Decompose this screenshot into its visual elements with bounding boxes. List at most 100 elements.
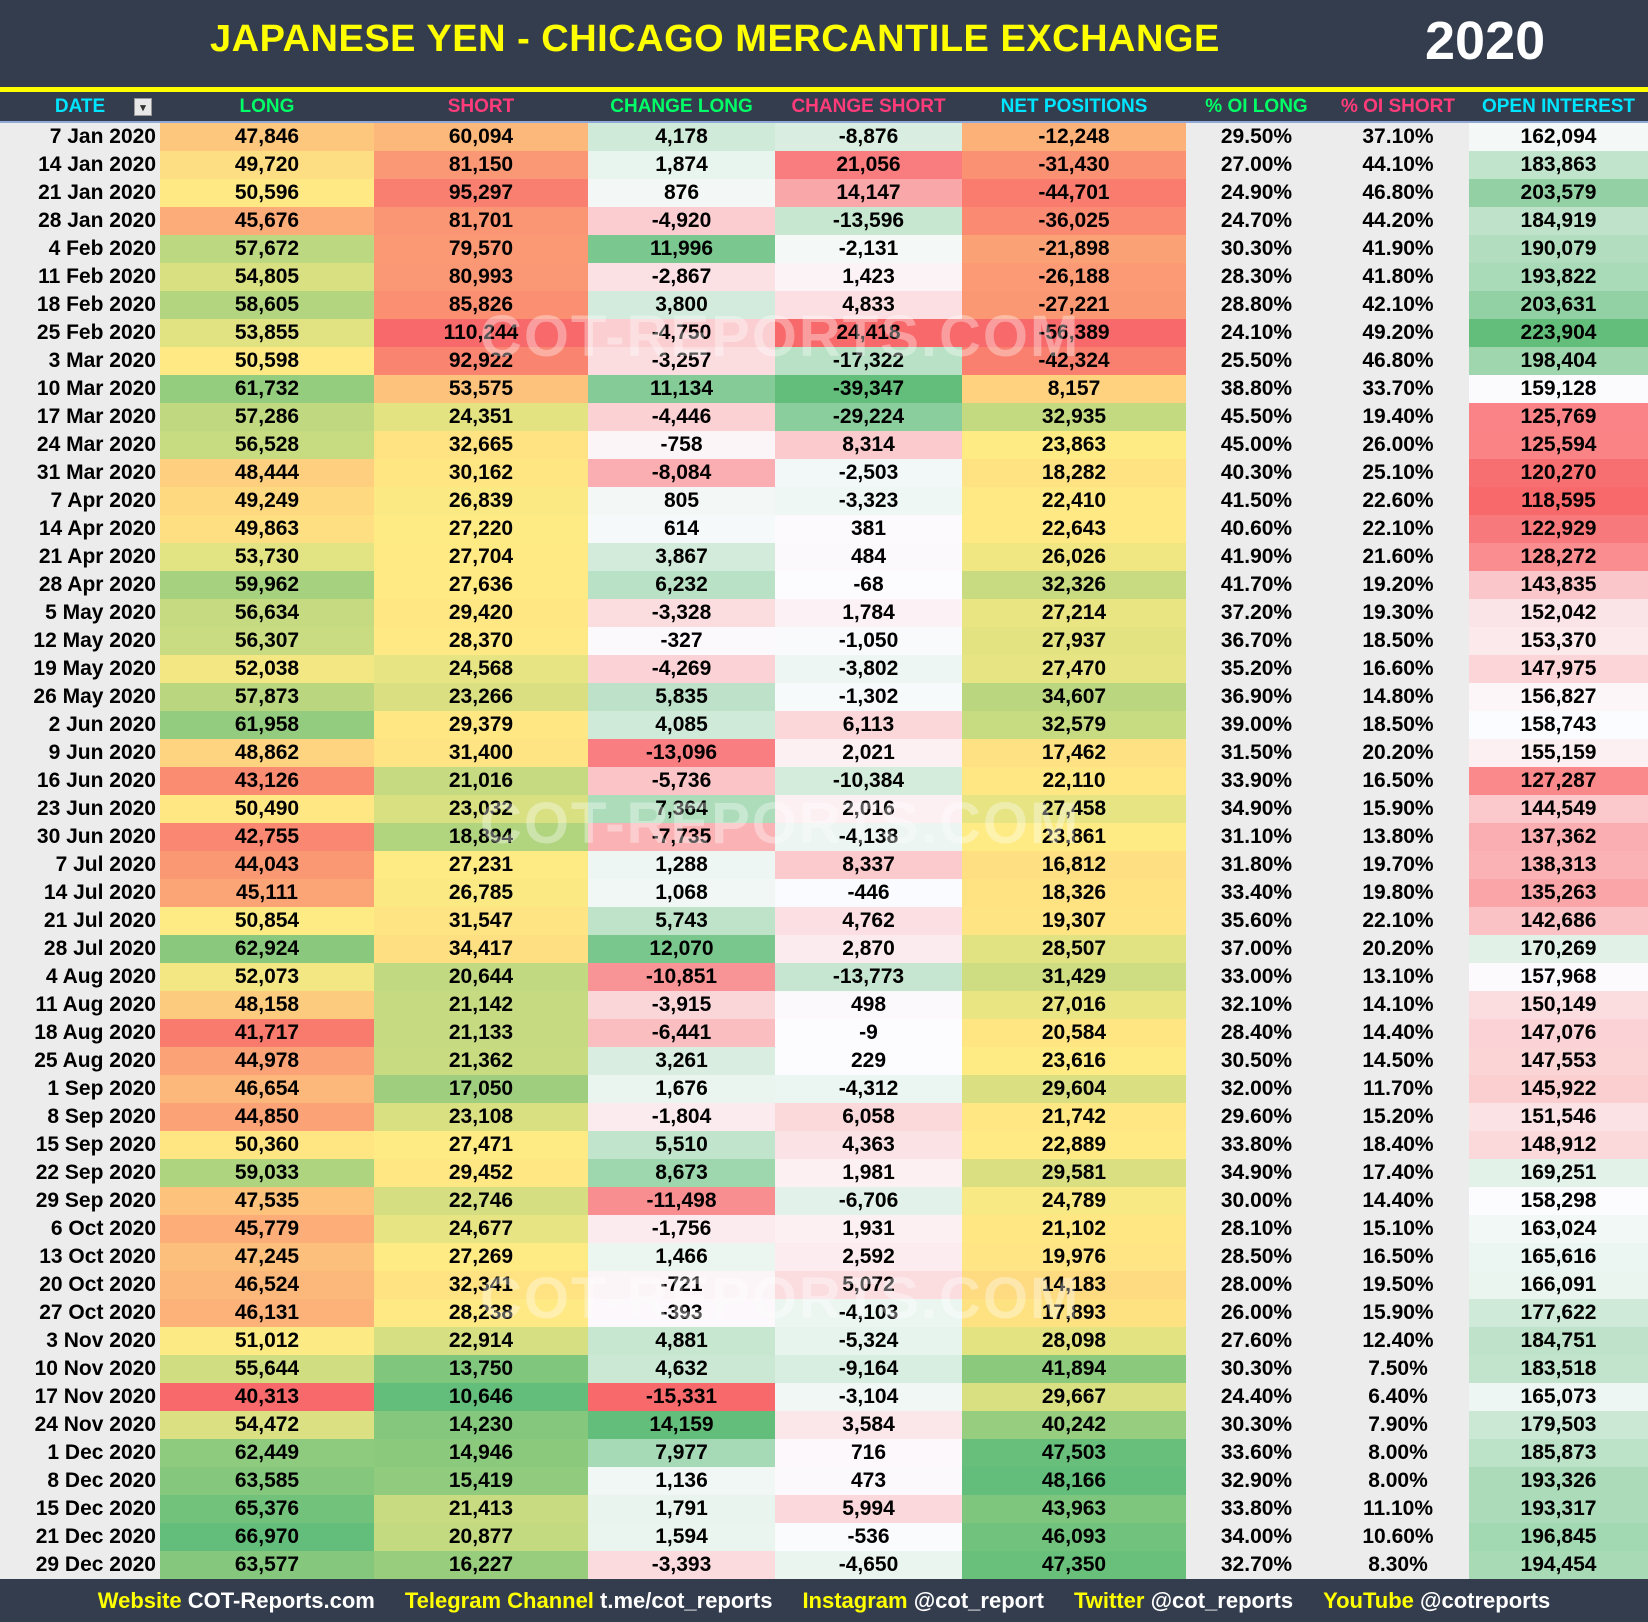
footer-link-youtube[interactable]: YouTube @cotreports: [1323, 1588, 1550, 1614]
cell-short: 24,568: [374, 655, 588, 683]
cell-long: 57,873: [160, 683, 374, 711]
footer-link-label: Telegram Channel: [404, 1588, 594, 1613]
cell-net-positions: 8,157: [962, 375, 1186, 403]
column-header-open-interest[interactable]: OPEN INTEREST: [1469, 92, 1648, 121]
table-row: 29 Sep 2020 47,535 22,746 -11,498 -6,706 24,7…: [0, 1187, 1648, 1215]
cell-net-positions: 22,410: [962, 487, 1186, 515]
cell-change-short: 14,147: [775, 179, 962, 207]
footer-link-value: COT-Reports.com: [187, 1588, 375, 1613]
cell-oi-long: 36.90%: [1186, 683, 1327, 711]
cell-change-short: -4,138: [775, 823, 962, 851]
cell-change-short: -2,503: [775, 459, 962, 487]
cell-net-positions: 26,026: [962, 543, 1186, 571]
cell-date: 30 Jun 2020: [0, 823, 160, 851]
column-header-label: CHANGE LONG: [610, 95, 753, 117]
cell-open-interest: 147,553: [1469, 1047, 1648, 1075]
table-row: 7 Jan 2020 47,846 60,094 4,178 -8,876 -12,248…: [0, 123, 1648, 151]
cell-net-positions: 20,584: [962, 1019, 1186, 1047]
cell-oi-short: 13.10%: [1327, 963, 1469, 991]
column-header-date[interactable]: DATE ▾: [0, 92, 160, 121]
cell-short: 26,785: [374, 879, 588, 907]
cell-open-interest: 143,835: [1469, 571, 1648, 599]
column-header-net-positions[interactable]: NET POSITIONS: [962, 92, 1186, 121]
cell-open-interest: 150,149: [1469, 991, 1648, 1019]
cell-oi-long: 24.90%: [1186, 179, 1327, 207]
cell-short: 15,419: [374, 1467, 588, 1495]
cell-change-long: 1,791: [588, 1495, 775, 1523]
cell-oi-short: 22.60%: [1327, 487, 1469, 515]
column-header-oi-short[interactable]: % OI SHORT: [1327, 92, 1469, 121]
table-row: 31 Mar 2020 48,444 30,162 -8,084 -2,503 18,28…: [0, 459, 1648, 487]
cell-short: 24,351: [374, 403, 588, 431]
cell-oi-short: 14.10%: [1327, 991, 1469, 1019]
cell-long: 65,376: [160, 1495, 374, 1523]
cell-short: 23,266: [374, 683, 588, 711]
cell-open-interest: 151,546: [1469, 1103, 1648, 1131]
cell-date: 10 Nov 2020: [0, 1355, 160, 1383]
column-header-short[interactable]: SHORT: [374, 92, 588, 121]
cell-oi-short: 7.90%: [1327, 1411, 1469, 1439]
cell-net-positions: 29,604: [962, 1075, 1186, 1103]
cell-change-short: -29,224: [775, 403, 962, 431]
cell-short: 31,400: [374, 739, 588, 767]
cell-open-interest: 125,594: [1469, 431, 1648, 459]
cell-date: 7 Jan 2020: [0, 123, 160, 151]
cell-open-interest: 163,024: [1469, 1215, 1648, 1243]
footer-link-twitter[interactable]: Twitter @cot_reports: [1074, 1588, 1293, 1614]
cell-oi-short: 19.50%: [1327, 1271, 1469, 1299]
cell-date: 5 May 2020: [0, 599, 160, 627]
cell-change-short: -5,324: [775, 1327, 962, 1355]
cell-oi-long: 24.70%: [1186, 207, 1327, 235]
footer-link-telegram-channel[interactable]: Telegram Channel t.me/cot_reports: [405, 1588, 773, 1614]
column-header-long[interactable]: LONG: [160, 92, 374, 121]
cell-date: 16 Jun 2020: [0, 767, 160, 795]
cell-oi-long: 45.50%: [1186, 403, 1327, 431]
cell-date: 31 Mar 2020: [0, 459, 160, 487]
cell-long: 54,472: [160, 1411, 374, 1439]
cell-net-positions: 18,282: [962, 459, 1186, 487]
cell-change-long: 7,977: [588, 1439, 775, 1467]
cell-net-positions: 27,470: [962, 655, 1186, 683]
column-header-change-short[interactable]: CHANGE SHORT: [775, 92, 962, 121]
cell-long: 54,805: [160, 263, 374, 291]
cell-oi-short: 33.70%: [1327, 375, 1469, 403]
cell-change-short: 381: [775, 515, 962, 543]
cell-date: 8 Sep 2020: [0, 1103, 160, 1131]
cell-open-interest: 128,272: [1469, 543, 1648, 571]
cell-oi-long: 36.70%: [1186, 627, 1327, 655]
cell-long: 56,634: [160, 599, 374, 627]
cell-long: 49,863: [160, 515, 374, 543]
table-row: 5 May 2020 56,634 29,420 -3,328 1,784 27,214 3…: [0, 599, 1648, 627]
cell-net-positions: 40,242: [962, 1411, 1186, 1439]
cell-oi-long: 30.30%: [1186, 1355, 1327, 1383]
footer-link-website[interactable]: Website COT-Reports.com: [98, 1588, 375, 1614]
cell-net-positions: 28,098: [962, 1327, 1186, 1355]
cell-long: 50,854: [160, 907, 374, 935]
cell-open-interest: 193,317: [1469, 1495, 1648, 1523]
table-row: 14 Jul 2020 45,111 26,785 1,068 -446 18,326 33…: [0, 879, 1648, 907]
table-row: 21 Dec 2020 66,970 20,877 1,594 -536 46,093 34…: [0, 1523, 1648, 1551]
cell-oi-long: 45.00%: [1186, 431, 1327, 459]
cell-net-positions: 32,579: [962, 711, 1186, 739]
cell-change-short: -13,773: [775, 963, 962, 991]
cell-short: 26,839: [374, 487, 588, 515]
cell-open-interest: 203,579: [1469, 179, 1648, 207]
cell-oi-long: 31.50%: [1186, 739, 1327, 767]
cell-date: 21 Jul 2020: [0, 907, 160, 935]
cell-long: 63,577: [160, 1551, 374, 1579]
cell-oi-long: 33.90%: [1186, 767, 1327, 795]
footer-link-instagram[interactable]: Instagram @cot_report: [802, 1588, 1044, 1614]
cell-change-short: -39,347: [775, 375, 962, 403]
column-header-change-long[interactable]: CHANGE LONG: [588, 92, 775, 121]
cell-open-interest: 147,975: [1469, 655, 1648, 683]
column-header-oi-long[interactable]: % OI LONG: [1186, 92, 1327, 121]
cell-short: 10,646: [374, 1383, 588, 1411]
table-row: 9 Jun 2020 48,862 31,400 -13,096 2,021 17,462…: [0, 739, 1648, 767]
cell-net-positions: 27,214: [962, 599, 1186, 627]
cell-change-short: -4,650: [775, 1551, 962, 1579]
cell-net-positions: 43,963: [962, 1495, 1186, 1523]
cell-net-positions: 32,935: [962, 403, 1186, 431]
sort-filter-icon[interactable]: ▾: [134, 98, 152, 116]
cell-open-interest: 162,094: [1469, 123, 1648, 151]
cell-long: 48,862: [160, 739, 374, 767]
